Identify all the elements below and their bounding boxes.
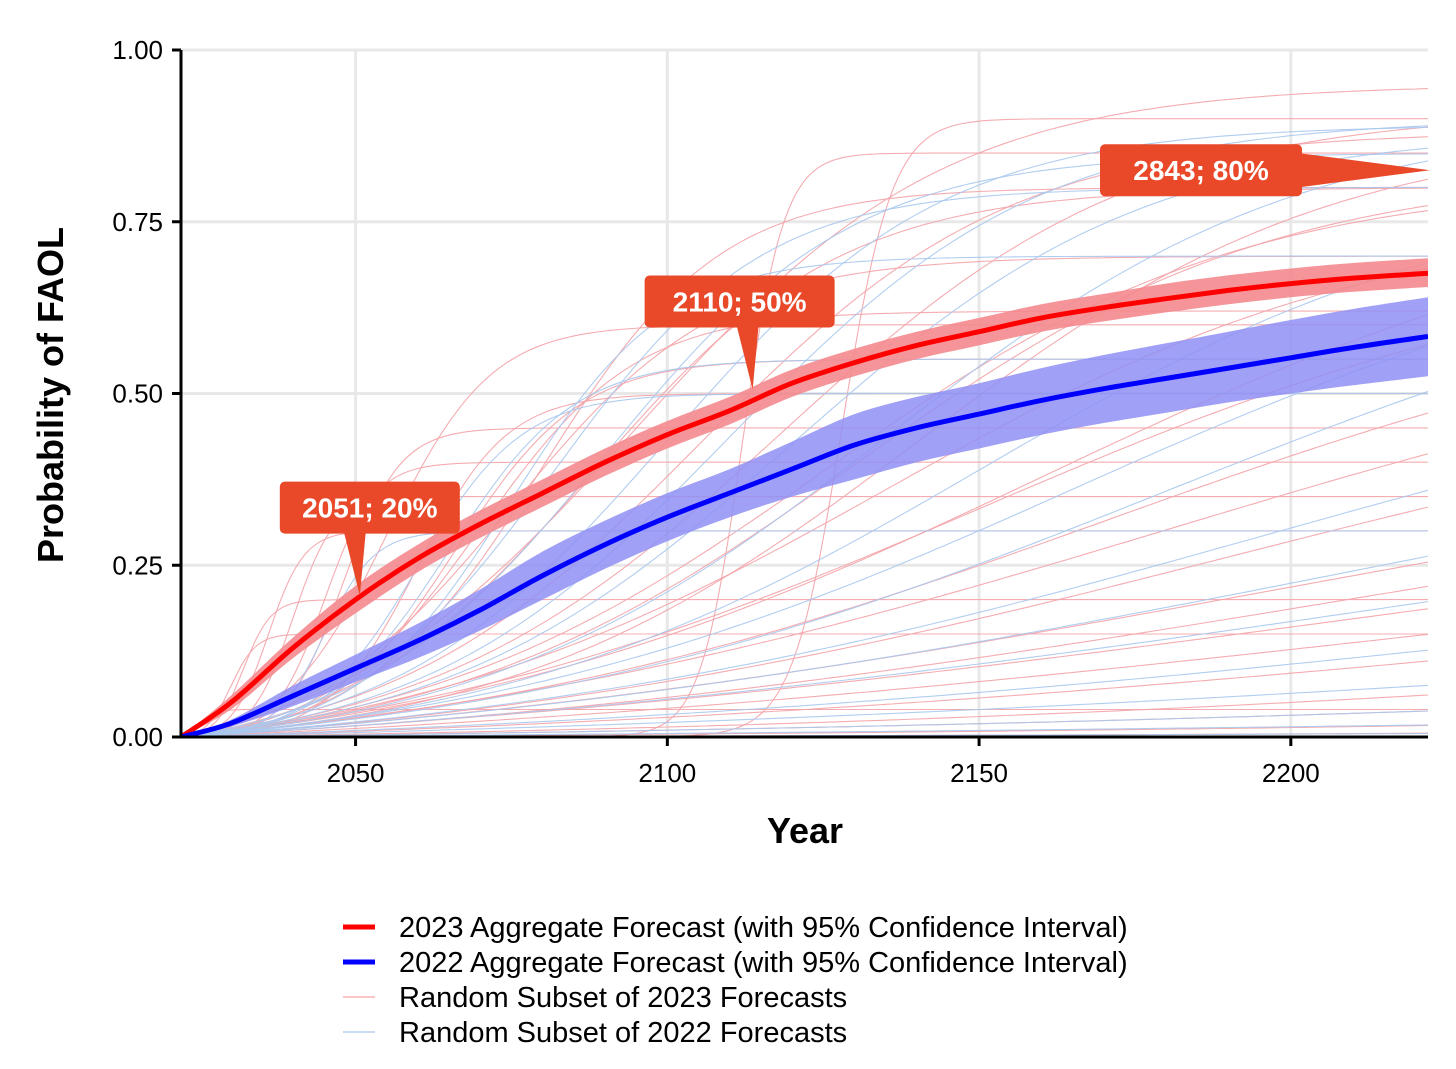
subset-2022-curve-16 bbox=[181, 649, 1428, 738]
legend-entry-2022-subset: Random Subset of 2022 Forecasts bbox=[343, 1017, 847, 1049]
legend-entry-2023-subset: Random Subset of 2023 Forecasts bbox=[343, 982, 847, 1014]
tick-labels: 0.00 0.25 0.50 0.75 1.00 2050 2100 2150 2200 bbox=[112, 35, 1319, 788]
callout-box-0 bbox=[279, 481, 460, 534]
subset-2023-curve-20 bbox=[181, 205, 1428, 738]
axes bbox=[172, 48, 1428, 746]
legend-label-2022-aggregate: 2022 Aggregate Forecast (with 95% Confid… bbox=[399, 947, 1128, 979]
legend: 2023 Aggregate Forecast (with 95% Confid… bbox=[343, 912, 1128, 1049]
callout-1: 2110; 50% bbox=[644, 275, 835, 390]
subset-2022-curve-11 bbox=[181, 345, 1428, 738]
legend-label-2022-subset: Random Subset of 2022 Forecasts bbox=[399, 1017, 847, 1049]
subset-2022-curve-13 bbox=[181, 489, 1428, 738]
callout-0: 2051; 20% bbox=[279, 481, 460, 596]
callout-box-1 bbox=[644, 275, 835, 328]
annotations: 2051; 20% 2110; 50% 2843; 80% bbox=[279, 144, 1430, 596]
x-tick-label-2100: 2100 bbox=[638, 758, 696, 788]
subset-2022-curve-0 bbox=[181, 530, 1428, 738]
callout-box-2 bbox=[1100, 144, 1302, 197]
x-tick-label-2150: 2150 bbox=[950, 758, 1008, 788]
y-tick-label-0: 0.00 bbox=[112, 722, 163, 752]
subset-2022-curve-17 bbox=[181, 684, 1428, 738]
subset-2023-curve-6 bbox=[181, 427, 1428, 738]
subset-2023-curve-21 bbox=[181, 267, 1428, 738]
y-tick-label-4: 1.00 bbox=[112, 35, 163, 65]
callout-label-1: 2110; 50% bbox=[673, 287, 807, 318]
subset-2023-curve-1 bbox=[181, 633, 1428, 738]
legend-label-2023-aggregate: 2023 Aggregate Forecast (with 95% Confid… bbox=[399, 912, 1128, 944]
confidence-bands bbox=[181, 258, 1428, 737]
legend-entry-2022-aggregate: 2022 Aggregate Forecast (with 95% Confid… bbox=[343, 947, 1128, 979]
aggregate-forecast-lines bbox=[181, 270, 1428, 738]
subset-2023-curve-26 bbox=[181, 453, 1428, 738]
subset-2023-curve-17 bbox=[181, 126, 1428, 738]
x-tick-label-2200: 2200 bbox=[1262, 758, 1320, 788]
callout-pointer-2 bbox=[1292, 152, 1430, 189]
x-tick-label-2050: 2050 bbox=[327, 758, 385, 788]
callout-pointer-0 bbox=[343, 531, 366, 596]
subset-2023-curve-23 bbox=[181, 343, 1428, 738]
callout-2: 2843; 80% bbox=[1100, 144, 1430, 197]
callout-pointer-1 bbox=[736, 325, 759, 390]
subset-2023-curve-27 bbox=[181, 506, 1428, 738]
confidence-band-2022 bbox=[181, 297, 1428, 737]
subset-2022-curve-15 bbox=[181, 601, 1428, 738]
legend-entry-2023-aggregate: 2023 Aggregate Forecast (with 95% Confid… bbox=[343, 912, 1128, 944]
y-tick-label-3: 0.75 bbox=[112, 207, 163, 237]
aggregate-line-2022 bbox=[181, 334, 1428, 738]
subset-2023-curve-22 bbox=[181, 178, 1428, 738]
x-axis-title: Year bbox=[767, 810, 843, 851]
subset-2022-curve-12 bbox=[181, 390, 1428, 738]
legend-label-2023-subset: Random Subset of 2023 Forecasts bbox=[399, 982, 847, 1014]
y-axis-title: Probability of FAOL bbox=[30, 227, 71, 563]
callout-label-2: 2843; 80% bbox=[1133, 155, 1269, 186]
subset-2023-curve-33 bbox=[181, 694, 1428, 738]
y-tick-label-1: 0.25 bbox=[112, 550, 163, 580]
aggregate-line-2023 bbox=[181, 270, 1428, 738]
y-tick-label-2: 0.50 bbox=[112, 379, 163, 409]
subset-2023-curve-32 bbox=[181, 660, 1428, 738]
subset-2023-curve-31 bbox=[181, 633, 1428, 738]
subset-2022-curve-9 bbox=[181, 160, 1428, 738]
subset-2022-curve-14 bbox=[181, 555, 1428, 738]
callout-label-0: 2051; 20% bbox=[302, 493, 438, 524]
subset-2022-curve-18 bbox=[181, 710, 1428, 738]
